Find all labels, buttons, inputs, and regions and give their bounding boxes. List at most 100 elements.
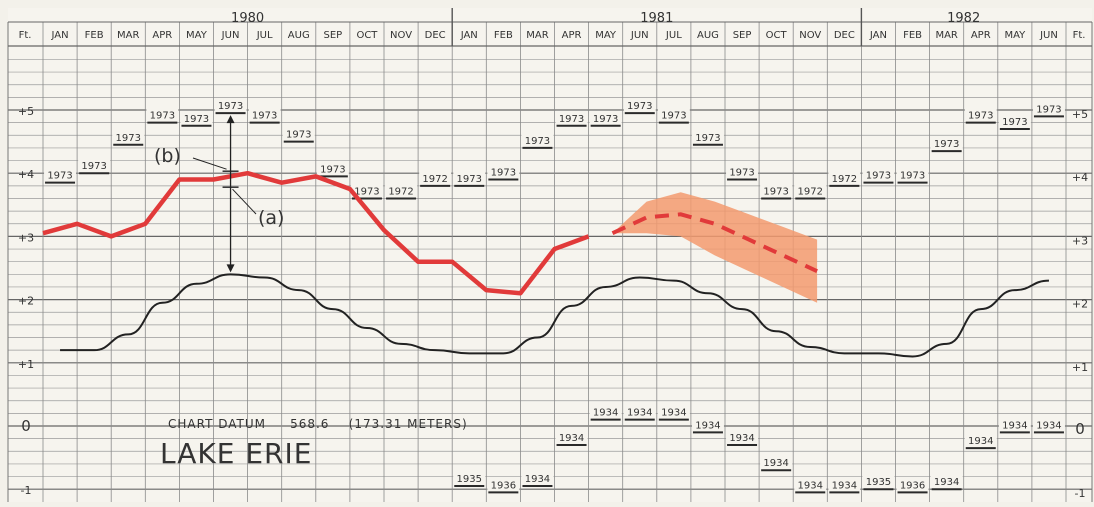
month-label: JUN <box>221 30 240 41</box>
record-high-year: 1973 <box>116 133 141 144</box>
range-arrow-head-bottom <box>226 264 235 273</box>
annotation-b: (b) <box>154 145 181 167</box>
record-low-year: 1934 <box>832 480 857 491</box>
record-low-label-bg <box>487 477 520 491</box>
y-tick-label-right: -1 <box>1075 487 1086 500</box>
record-low-label-bg <box>760 455 793 469</box>
month-label: FEB <box>494 30 513 41</box>
record-high-label-bg <box>794 183 827 197</box>
chart-datum-label: CHART DATUM 568.6 (173.31 METERS) <box>168 417 468 431</box>
month-label: FEB <box>85 30 104 41</box>
record-high-label-bg <box>487 164 520 178</box>
record-low-label-bg <box>794 477 827 491</box>
record-high-label-bg <box>146 107 179 121</box>
month-label: MAY <box>186 30 208 41</box>
record-low-label-bg <box>1032 417 1065 431</box>
record-high-year: 1973 <box>252 111 277 122</box>
record-low-label-bg <box>623 404 656 418</box>
year-label: 1982 <box>947 11 980 26</box>
y-tick-label-left: +5 <box>18 105 34 118</box>
month-label: JAN <box>460 30 478 41</box>
record-high-year: 1973 <box>1036 104 1061 115</box>
series-lines <box>42 115 1049 358</box>
record-high-label-bg <box>248 107 281 121</box>
record-high-label-bg <box>964 107 997 121</box>
record-low-year: 1934 <box>934 477 959 488</box>
record-low-label-bg <box>828 477 861 491</box>
record-high-year: 1972 <box>388 186 413 197</box>
record-low-year: 1934 <box>798 480 823 491</box>
record-low-label-bg <box>521 471 554 485</box>
record-high-year: 1973 <box>729 168 754 179</box>
record-low-year: 1934 <box>661 408 686 419</box>
long-term-average-line <box>60 273 1049 358</box>
record-high-label-bg <box>1032 101 1065 115</box>
record-high-year: 1972 <box>832 174 857 185</box>
y-tick-label-left: +3 <box>18 231 34 244</box>
record-low-year: 1934 <box>695 420 720 431</box>
record-high-year: 1973 <box>763 186 788 197</box>
month-label: OCT <box>766 30 788 41</box>
record-low-label-bg <box>896 477 929 491</box>
record-high-label-bg <box>419 170 452 184</box>
record-high-year: 1973 <box>286 130 311 141</box>
month-label: AUG <box>697 30 719 41</box>
record-low-label-bg <box>726 429 759 443</box>
year-label: 1981 <box>640 11 673 26</box>
y-tick-label-left: +4 <box>18 168 34 181</box>
record-low-year: 1935 <box>457 474 482 485</box>
record-high-year: 1973 <box>320 164 345 175</box>
month-label: MAR <box>935 30 957 41</box>
record-low-label-bg <box>453 471 486 485</box>
record-high-label-bg <box>998 113 1031 127</box>
record-high-year: 1973 <box>627 101 652 112</box>
record-high-year: 1973 <box>457 174 482 185</box>
record-high-label-bg <box>350 183 383 197</box>
record-low-year: 1934 <box>525 474 550 485</box>
record-high-label-bg <box>316 161 349 175</box>
year-label: 1980 <box>231 11 264 26</box>
record-high-label-bg <box>726 164 759 178</box>
month-header: 1980 1981 1982 JAN FEB MAR APR MAY JUN JUL AUG SEP O… <box>8 8 1092 47</box>
record-high-year: 1973 <box>81 161 106 172</box>
record-high-year: 1973 <box>218 101 243 112</box>
month-label: JUN <box>1039 30 1058 41</box>
record-high-year: 1973 <box>934 139 959 150</box>
month-label: APR <box>152 30 172 41</box>
month-label: DEC <box>425 30 446 41</box>
record-high-year: 1973 <box>150 111 175 122</box>
record-high-year: 1973 <box>661 111 686 122</box>
y-tick-label-right: +5 <box>1072 108 1088 121</box>
record-high-label-bg <box>44 167 77 181</box>
leader-b <box>192 157 227 170</box>
y-tick-label-right: +4 <box>1072 171 1088 184</box>
month-label: MAY <box>595 30 617 41</box>
record-high-year: 1973 <box>900 171 925 182</box>
record-high-label-bg <box>589 110 622 124</box>
unit-label-right: Ft. <box>1073 30 1086 41</box>
month-label: NOV <box>390 30 412 41</box>
record-low-year: 1934 <box>559 433 584 444</box>
grid <box>7 8 1093 502</box>
record-low-label-bg <box>589 404 622 418</box>
record-high-label-bg <box>78 158 111 172</box>
record-low-label-bg <box>691 417 724 431</box>
record-high-label-bg <box>214 98 247 112</box>
y-tick-label-left: +2 <box>18 295 34 308</box>
record-high-year: 1972 <box>798 186 823 197</box>
record-low-year: 1935 <box>866 477 891 488</box>
record-low-label-bg <box>862 474 895 488</box>
record-high-year: 1973 <box>1002 117 1027 128</box>
y-tick-label-right: +2 <box>1072 298 1088 311</box>
record-high-year: 1973 <box>354 186 379 197</box>
record-high-label-bg <box>657 107 690 121</box>
month-label: DEC <box>834 30 855 41</box>
month-label: APR <box>971 30 991 41</box>
y-tick-label-right: 0 <box>1075 420 1085 438</box>
month-label: MAR <box>117 30 139 41</box>
record-low-year: 1936 <box>491 480 516 491</box>
month-label: SEP <box>323 30 342 41</box>
record-low-year: 1934 <box>968 436 993 447</box>
record-low-year: 1934 <box>763 458 788 469</box>
month-label: AUG <box>288 30 310 41</box>
